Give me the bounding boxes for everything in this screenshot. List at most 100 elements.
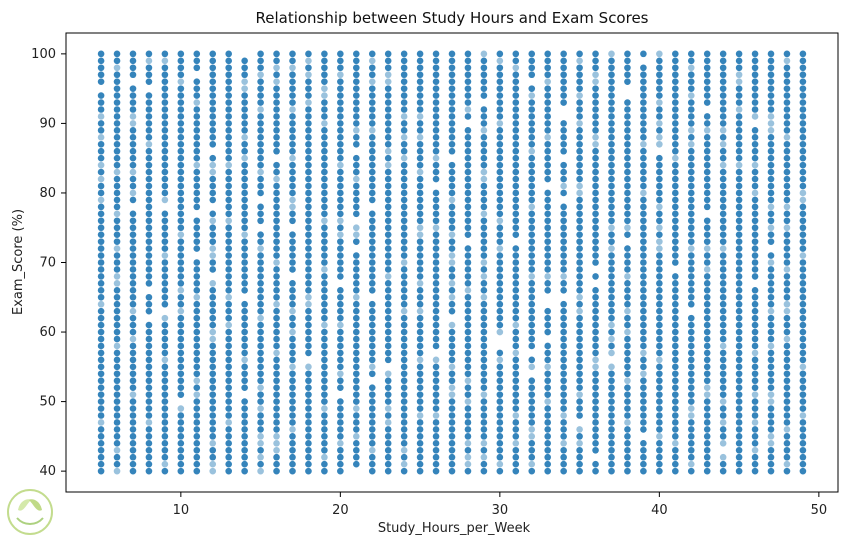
scatter-point xyxy=(432,293,440,301)
scatter-point xyxy=(464,168,472,176)
scatter-point xyxy=(560,99,567,106)
scatter-point xyxy=(799,134,807,141)
scatter-point xyxy=(703,120,711,127)
scatter-point xyxy=(225,398,232,405)
scatter-point xyxy=(496,460,504,468)
scatter-point xyxy=(113,328,121,336)
scatter-point xyxy=(687,391,695,398)
scatter-point xyxy=(432,196,440,204)
scatter-point xyxy=(799,252,807,259)
scatter-point xyxy=(257,363,264,371)
scatter-point xyxy=(400,314,408,322)
scatter-point xyxy=(129,314,137,322)
scatter-point xyxy=(97,384,105,391)
scatter-point xyxy=(560,189,567,197)
scatter-point xyxy=(321,446,328,454)
scatter-point xyxy=(273,280,280,287)
scatter-point xyxy=(608,57,615,65)
scatter-point xyxy=(400,92,408,99)
scatter-point xyxy=(528,99,536,106)
scatter-point xyxy=(464,273,472,280)
scatter-point xyxy=(145,321,153,329)
scatter-point xyxy=(337,64,344,72)
scatter-point xyxy=(512,175,520,183)
scatter-point xyxy=(145,349,153,357)
scatter-point xyxy=(400,224,408,232)
scatter-point xyxy=(496,273,504,280)
scatter-point xyxy=(416,307,424,315)
scatter-point xyxy=(400,328,408,336)
scatter-point xyxy=(273,384,280,391)
scatter-point xyxy=(448,419,456,426)
scatter-point xyxy=(368,460,376,468)
scatter-point xyxy=(672,189,679,197)
scatter-point xyxy=(560,391,567,398)
scatter-point xyxy=(592,147,599,155)
scatter-point xyxy=(241,342,248,350)
scatter-point xyxy=(783,266,791,273)
scatter-point xyxy=(656,356,663,364)
scatter-point xyxy=(416,460,424,468)
scatter-point xyxy=(464,426,472,433)
scatter-point xyxy=(432,189,440,197)
scatter-point xyxy=(177,92,185,99)
scatter-point xyxy=(656,460,663,468)
scatter-point xyxy=(703,259,711,266)
scatter-point xyxy=(161,266,169,273)
scatter-point xyxy=(321,467,328,475)
scatter-point xyxy=(672,71,679,79)
scatter-point xyxy=(177,321,185,329)
scatter-point xyxy=(145,154,153,162)
scatter-point xyxy=(799,370,807,378)
scatter-point xyxy=(321,217,328,225)
scatter-point xyxy=(305,419,312,426)
scatter-point xyxy=(241,300,248,308)
scatter-point xyxy=(640,64,647,72)
scatter-point xyxy=(656,238,663,245)
scatter-point xyxy=(241,370,248,378)
scatter-point xyxy=(656,99,663,106)
scatter-point xyxy=(576,440,583,447)
scatter-point xyxy=(305,412,312,419)
scatter-point xyxy=(400,140,408,148)
scatter-point xyxy=(241,120,248,127)
scatter-point xyxy=(656,71,663,79)
scatter-point xyxy=(751,224,759,232)
scatter-point xyxy=(576,210,583,218)
scatter-point xyxy=(353,120,360,127)
scatter-point xyxy=(193,113,201,120)
scatter-point xyxy=(145,64,153,72)
scatter-point xyxy=(225,453,232,461)
scatter-point xyxy=(432,161,440,169)
scatter-point xyxy=(719,398,727,405)
scatter-point xyxy=(528,440,536,447)
scatter-point xyxy=(448,147,456,155)
scatter-point xyxy=(289,433,296,440)
scatter-point xyxy=(289,467,296,475)
scatter-point xyxy=(592,356,599,364)
scatter-point xyxy=(751,412,759,419)
scatter-point xyxy=(735,238,743,245)
scatter-point xyxy=(719,106,727,113)
scatter-point xyxy=(273,342,280,350)
scatter-point xyxy=(161,293,169,301)
scatter-point xyxy=(368,245,376,252)
scatter-point xyxy=(448,356,456,364)
scatter-point xyxy=(241,224,248,232)
scatter-point xyxy=(751,300,759,308)
scatter-point xyxy=(719,189,727,197)
scatter-point xyxy=(496,405,504,412)
scatter-point xyxy=(687,140,695,148)
scatter-point xyxy=(448,412,456,419)
scatter-point xyxy=(273,467,280,475)
scatter-point xyxy=(384,134,392,141)
scatter-point xyxy=(257,453,264,461)
scatter-point xyxy=(735,446,743,454)
scatter-point xyxy=(257,238,264,245)
scatter-point xyxy=(97,446,105,454)
scatter-point xyxy=(560,182,567,190)
scatter-point xyxy=(592,106,599,113)
scatter-point xyxy=(496,314,504,322)
scatter-point xyxy=(608,426,615,433)
scatter-point xyxy=(687,412,695,419)
